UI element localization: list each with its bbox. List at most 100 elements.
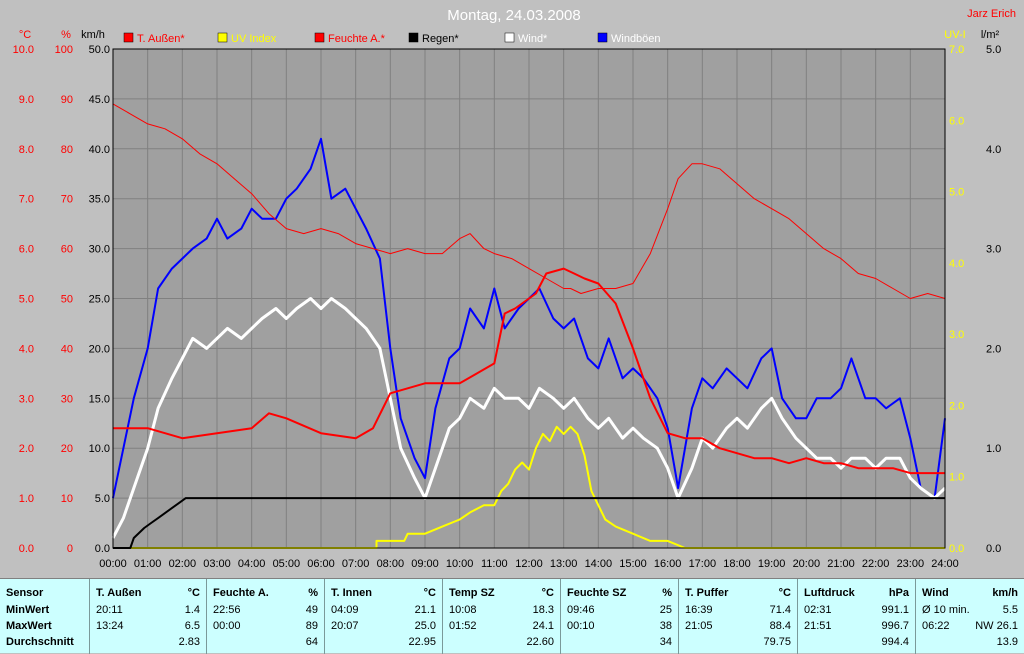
stats-min-time: 02:31 (804, 604, 832, 616)
time-tick-label: 20:00 (793, 558, 821, 570)
uv-tick-label: 4.0 (949, 258, 964, 270)
stats-avg-value: 79.75 (763, 636, 791, 648)
legend-swatch (314, 32, 325, 43)
time-tick-label: 11:00 (481, 558, 508, 570)
stats-sensor-row: T. Puffer °C (679, 587, 797, 602)
time-tick-label: 15:00 (619, 558, 647, 570)
stats-column: T. Innen °C 04:09 21.1 20:07 25.0 22.95 (324, 579, 442, 654)
stats-sensor-row: Feuchte A.% (207, 587, 324, 602)
time-tick-label: 02:00 (169, 558, 197, 570)
time-tick-label: 14:00 (585, 558, 613, 570)
legend-label: UV Index (231, 33, 277, 45)
time-tick-label: 22:00 (862, 558, 890, 570)
stats-sensor-row: Wind km/h (916, 587, 1024, 602)
legend-swatch (123, 32, 134, 43)
temp-tick-label: 5.0 (19, 294, 34, 306)
stats-min-row: 02:31 991.1 (798, 604, 915, 619)
stats-column: Wind km/h Ø 10 min. 5.5 06:22 NW 26.1 13.9 (915, 579, 1024, 654)
time-tick-label: 09:00 (411, 558, 439, 570)
stats-sensor-row: Luftdruck hPa (798, 587, 915, 602)
rain-tick-label: 0.0 (986, 543, 1001, 555)
stats-row-label: Sensor (0, 587, 89, 602)
temp-tick-label: 0.0 (19, 543, 34, 555)
tick-labels: 0.0 0 0.0 1.0 10 5.0 2.0 20 10.0 3.0 30 15.0 4.0 40 20… (13, 44, 1002, 570)
stats-row-label-text: MaxWert (6, 620, 52, 632)
wind-tick-label: 45.0 (89, 94, 110, 106)
temp-tick-label: 4.0 (19, 343, 34, 355)
stats-avg-row: 34 (561, 636, 678, 651)
stats-min-time: 04:09 (331, 604, 359, 616)
stats-min-value: 21.1 (414, 604, 436, 616)
stats-min-time: 09:46 (567, 604, 595, 616)
stats-min-row: 20:11 1.4 (90, 604, 206, 619)
stats-min-time: 22:56 (213, 604, 241, 616)
stats-column: T. Außen °C 20:11 1.4 13:24 6.5 2.83 (89, 579, 206, 654)
uv-unit-label: UV-I (944, 29, 965, 41)
stats-max-row: 00:10 38 (561, 620, 678, 635)
stats-avg-value: 22.95 (408, 636, 436, 648)
stats-avg-value: 13.9 (996, 636, 1018, 648)
stats-max-time: 01:52 (449, 620, 477, 632)
temp-tick-label: 7.0 (19, 194, 34, 206)
humidity-tick-label: 40 (61, 343, 73, 355)
wind-tick-label: 40.0 (89, 144, 110, 156)
stats-avg-row: 22.95 (325, 636, 442, 651)
stats-max-time: 13:24 (96, 620, 124, 632)
stats-avg-row: 13.9 (916, 636, 1024, 651)
legend-label: T. Außen* (137, 33, 185, 45)
time-tick-label: 04:00 (238, 558, 266, 570)
humidity-unit-label: % (61, 29, 71, 41)
rain-tick-label: 3.0 (986, 244, 1001, 256)
stats-sensor-unit: % (662, 587, 672, 599)
stats-sensor-unit: °C (423, 587, 436, 599)
wind-tick-label: 50.0 (89, 44, 110, 56)
time-tick-label: 18:00 (723, 558, 751, 570)
wind-tick-label: 30.0 (89, 244, 110, 256)
uv-tick-label: 3.0 (949, 329, 964, 341)
time-tick-label: 00:00 (99, 558, 127, 570)
stats-max-row: 21:51 996.7 (798, 620, 915, 635)
stats-min-row: 04:09 21.1 (325, 604, 442, 619)
time-tick-label: 07:00 (342, 558, 370, 570)
uv-tick-label: 2.0 (949, 400, 964, 412)
stats-sensor-unit: hPa (888, 587, 909, 599)
stats-sensor-name: T. Puffer (685, 587, 729, 599)
stats-max-value: 996.7 (881, 620, 909, 632)
stats-max-value: NW 26.1 (975, 620, 1018, 632)
series-feuchte-a-line (113, 267, 945, 475)
stats-max-value: 38 (659, 620, 672, 632)
stats-avg-row: 994.4 (798, 636, 915, 651)
wind-tick-label: 20.0 (89, 343, 110, 355)
wind-tick-label: 0.0 (95, 543, 110, 555)
time-tick-label: 17:00 (689, 558, 717, 570)
stats-min-time: 10:08 (449, 604, 477, 616)
stats-max-value: 89 (305, 620, 318, 632)
rain-unit-label: l/m² (981, 29, 1000, 41)
stats-sensor-name: Wind (922, 587, 949, 599)
series-regen-line (113, 497, 945, 549)
stats-column: Feuchte SZ% 09:46 25 00:10 38 34 (560, 579, 678, 654)
corner-label: Jarz Erich (967, 8, 1016, 20)
stats-min-value: 49 (305, 604, 318, 616)
stats-max-row: 13:24 6.5 (90, 620, 206, 635)
humidity-tick-label: 70 (61, 194, 73, 206)
time-tick-label: 16:00 (654, 558, 682, 570)
time-tick-label: 08:00 (377, 558, 405, 570)
time-tick-label: 03:00 (203, 558, 231, 570)
stats-sensor-unit: °C (187, 587, 200, 599)
legend-label: Feuchte A.* (328, 33, 386, 45)
humidity-tick-label: 80 (61, 144, 73, 156)
wind-tick-label: 25.0 (89, 294, 110, 306)
stats-row-label: MinWert (0, 604, 89, 619)
rain-tick-label: 2.0 (986, 343, 1001, 355)
temp-tick-label: 8.0 (19, 144, 34, 156)
humidity-tick-label: 90 (61, 94, 73, 106)
humidity-tick-label: 60 (61, 244, 73, 256)
stats-sensor-row: T. Innen °C (325, 587, 442, 602)
stats-column: Temp SZ °C 10:08 18.3 01:52 24.1 22.60 (442, 579, 560, 654)
stats-sensor-row: Feuchte SZ% (561, 587, 678, 602)
uv-tick-label: 1.0 (949, 472, 964, 484)
stats-min-value: 5.5 (1002, 604, 1018, 616)
uv-tick-label: 0.0 (949, 543, 964, 555)
stats-column: T. Puffer °C 16:39 71.4 21:05 88.4 79.75 (678, 579, 797, 654)
